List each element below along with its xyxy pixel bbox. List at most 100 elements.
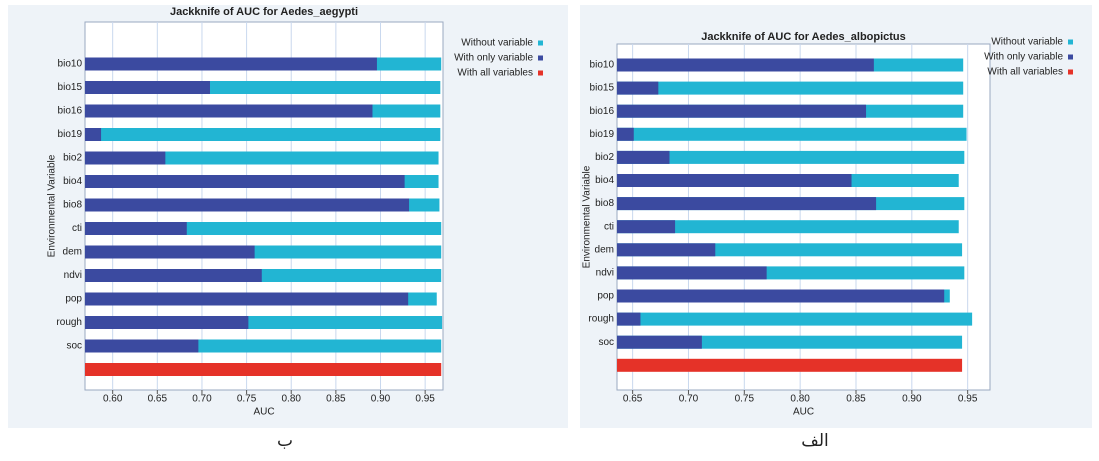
- bar: [617, 220, 676, 234]
- bar: [617, 150, 670, 164]
- bar: [85, 292, 409, 306]
- chart-title: Jackknife of AUC for Aedes_albopictus: [701, 31, 906, 43]
- y-tick-label: cti: [604, 221, 614, 232]
- bar: [85, 128, 441, 141]
- bar: [85, 269, 262, 282]
- y-tick-label: bio10: [58, 59, 83, 70]
- y-tick-label: rough: [588, 314, 614, 325]
- bar: [617, 358, 963, 372]
- bar: [85, 363, 442, 376]
- y-tick-label: bio2: [63, 153, 82, 164]
- bar: [85, 151, 439, 165]
- x-tick-label: 0.70: [679, 394, 699, 405]
- bar: [617, 312, 973, 326]
- y-tick-label: rough: [56, 317, 82, 328]
- legend-label: Without variable: [461, 38, 533, 49]
- x-tick-label: 0.65: [148, 394, 168, 405]
- y-tick-label: pop: [597, 291, 614, 302]
- x-tick-label: 0.75: [237, 394, 257, 405]
- bar: [617, 243, 716, 257]
- bar: [85, 128, 102, 141]
- y-tick-label: bio4: [63, 176, 82, 187]
- bar: [617, 220, 959, 234]
- bar: [617, 104, 867, 118]
- x-tick-label: 0.90: [371, 394, 391, 405]
- x-tick-label: 0.90: [902, 394, 922, 405]
- y-tick-label: ndvi: [64, 270, 82, 281]
- y-tick-label: pop: [65, 294, 82, 305]
- legend-label: Without variable: [991, 37, 1063, 48]
- legend-swatch: [538, 70, 543, 76]
- bar: [617, 150, 965, 164]
- y-axis-label: Environmental Variable: [582, 165, 593, 268]
- y-tick-label: bio19: [58, 129, 83, 140]
- x-tick-label: 0.85: [326, 394, 346, 405]
- bar: [617, 335, 702, 349]
- bar: [617, 174, 852, 187]
- bar: [617, 58, 874, 72]
- y-tick-label: bio2: [595, 152, 614, 163]
- y-tick-label: bio16: [590, 106, 615, 117]
- legend-swatch: [1068, 69, 1073, 75]
- bar: [85, 57, 377, 71]
- y-tick-label: bio15: [58, 82, 83, 93]
- bar: [617, 335, 963, 349]
- bar: [617, 197, 877, 211]
- bar: [617, 289, 945, 303]
- x-tick-label: 0.95: [958, 394, 978, 405]
- bar: [85, 151, 166, 165]
- caption: ب: [277, 431, 293, 451]
- chart-title: Jackknife of AUC for Aedes_aegypti: [170, 6, 358, 18]
- plot-area: [616, 43, 991, 391]
- x-tick-label: 0.60: [103, 394, 123, 405]
- x-tick-label: 0.75: [735, 394, 755, 405]
- x-tick-label: 0.80: [790, 394, 810, 405]
- bar: [85, 245, 255, 259]
- x-tick-label: 0.95: [415, 394, 435, 405]
- legend-swatch: [1068, 54, 1073, 60]
- y-tick-label: bio4: [595, 175, 614, 186]
- bar: [617, 127, 634, 141]
- legend-swatch: [1068, 39, 1073, 45]
- bar: [617, 266, 767, 280]
- legend-label: With only variable: [454, 53, 533, 64]
- y-tick-label: bio8: [63, 200, 82, 211]
- bar: [85, 81, 210, 94]
- bar: [85, 339, 199, 353]
- y-tick-label: bio16: [58, 106, 83, 117]
- caption: الف: [801, 431, 829, 451]
- y-tick-label: bio15: [590, 83, 615, 94]
- legend-label: With all variables: [457, 68, 533, 79]
- y-tick-label: bio8: [595, 198, 614, 209]
- x-tick-label: 0.70: [192, 394, 212, 405]
- x-tick-label: 0.80: [281, 394, 301, 405]
- x-tick-label: 0.65: [623, 394, 643, 405]
- bar: [85, 104, 373, 118]
- y-tick-label: soc: [598, 337, 614, 348]
- y-tick-label: bio19: [590, 129, 615, 140]
- legend-swatch: [538, 40, 543, 46]
- y-tick-label: soc: [66, 341, 82, 352]
- bar: [85, 175, 405, 188]
- y-tick-label: dem: [63, 247, 82, 258]
- bar: [617, 81, 659, 95]
- y-tick-label: cti: [72, 223, 82, 234]
- y-tick-label: ndvi: [596, 268, 614, 279]
- bar: [617, 312, 641, 326]
- legend-swatch: [538, 55, 543, 61]
- bar: [617, 81, 964, 95]
- legend-label: With only variable: [984, 52, 1063, 63]
- bar: [617, 127, 967, 141]
- x-tick-label: 0.85: [846, 394, 866, 405]
- bar: [85, 316, 249, 329]
- bar: [85, 222, 187, 235]
- legend-label: With all variables: [987, 67, 1063, 78]
- x-axis-label: AUC: [253, 407, 274, 418]
- bar: [85, 198, 410, 212]
- y-tick-label: bio10: [590, 60, 615, 71]
- x-axis-label: AUC: [793, 407, 814, 418]
- y-tick-label: dem: [595, 244, 614, 255]
- y-axis-label: Environmental Variable: [47, 154, 58, 257]
